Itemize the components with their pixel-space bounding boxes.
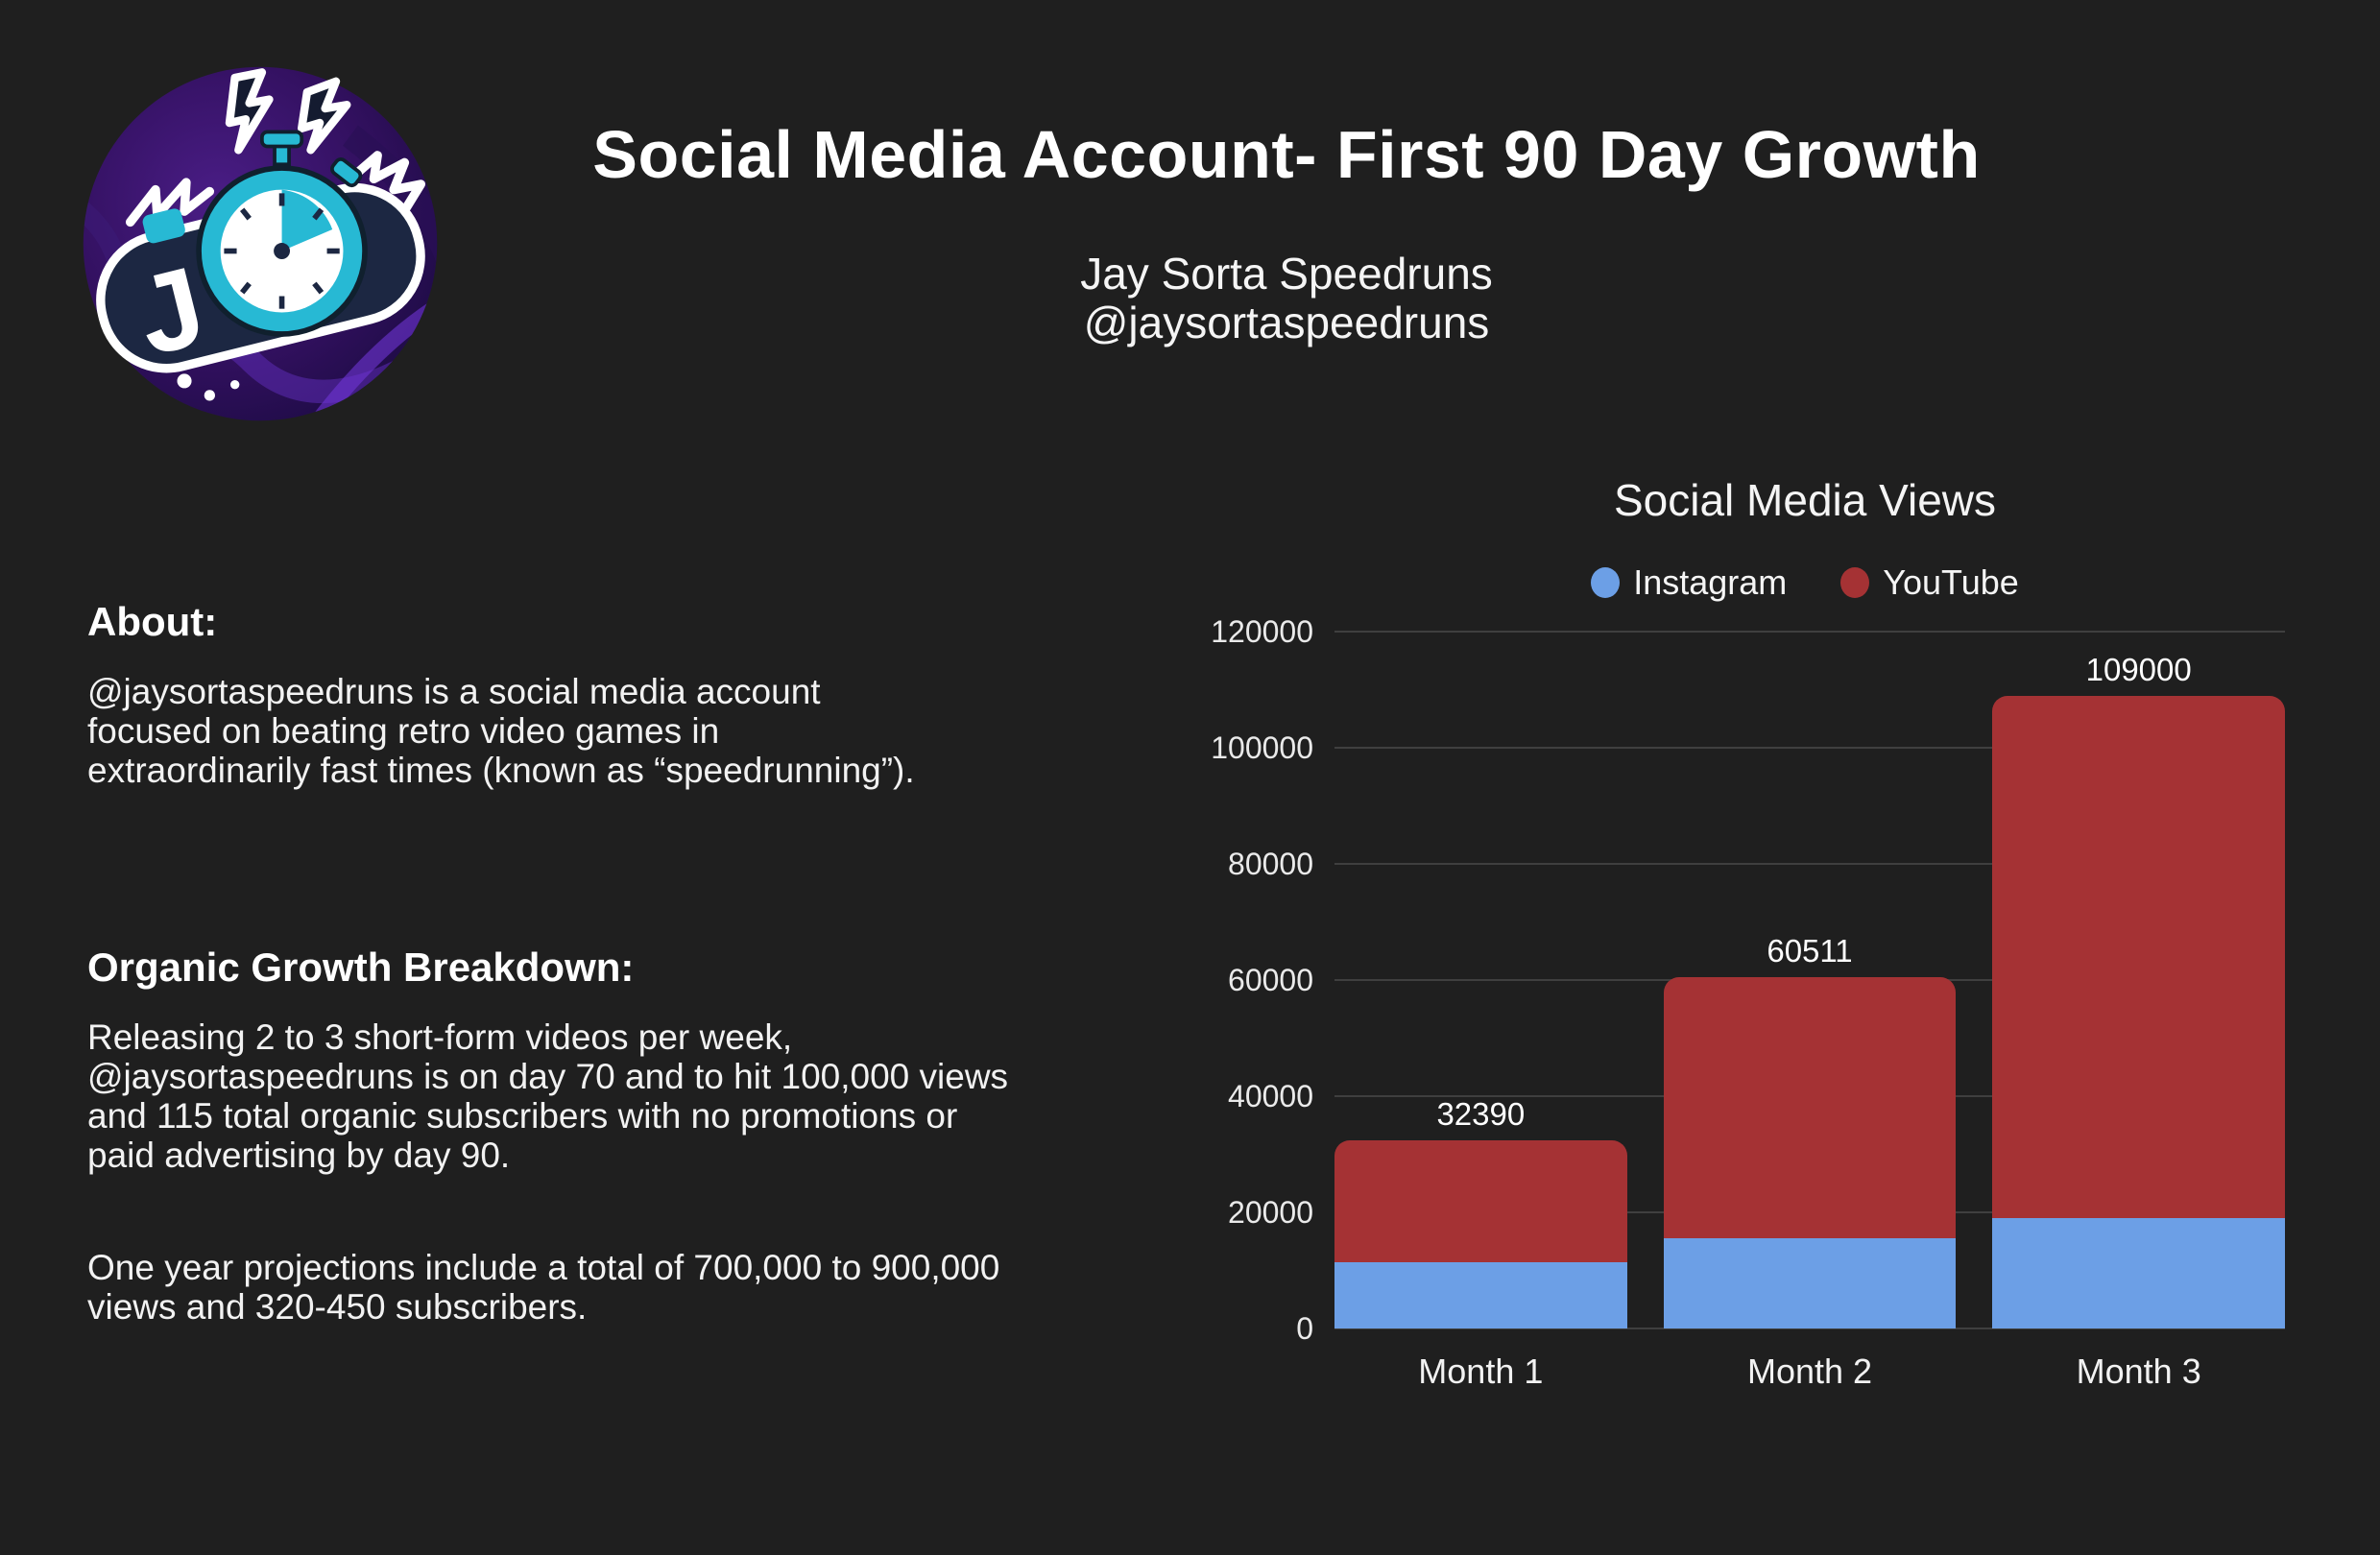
gridline: [1334, 1328, 2285, 1329]
growth-paragraph-1: Releasing 2 to 3 short-form videos per w…: [87, 1017, 1009, 1175]
bar-segment-instagram: [1992, 1218, 2286, 1328]
x-axis: Month 1 Month 2 Month 3: [1334, 1352, 2285, 1392]
stopwatch-icon: [196, 130, 368, 337]
y-axis: 120000 100000 80000 60000 40000 20000 0: [1094, 614, 1313, 1346]
account-logo: J: [83, 66, 438, 421]
bar-segment-youtube: [1334, 1140, 1627, 1263]
y-tick-label: 0: [1296, 1311, 1313, 1346]
bar-total-label: 32390: [1436, 1096, 1526, 1133]
x-tick-label: Month 2: [1746, 1352, 1873, 1391]
account-name: Jay Sorta Speedruns: [1080, 249, 1493, 299]
legend-item-youtube: YouTube: [1840, 562, 2019, 603]
y-tick-label: 80000: [1228, 847, 1313, 881]
gridline: [1334, 631, 2285, 633]
legend-item-instagram: Instagram: [1591, 562, 1787, 603]
growth-heading: Organic Growth Breakdown:: [87, 945, 635, 990]
legend-dot-instagram: [1591, 567, 1621, 598]
plot-area: 32390 60511 109000: [1334, 631, 2286, 1329]
page-title: Social Media Account- First 90 Day Growt…: [592, 117, 1981, 192]
y-tick-label: 100000: [1211, 730, 1313, 765]
y-tick-label: 60000: [1228, 963, 1313, 997]
y-tick-label: 40000: [1228, 1079, 1313, 1113]
chart-title: Social Media Views: [1613, 475, 1996, 525]
gridline: [1334, 863, 2285, 865]
logo-dots: [177, 373, 240, 401]
bar-segment-youtube: [1663, 976, 1957, 1239]
lightning-icon: [225, 68, 351, 155]
bar-segment-youtube: [1992, 695, 2286, 1219]
legend-label: Instagram: [1633, 562, 1788, 602]
bar-segment-instagram: [1663, 1238, 1957, 1328]
bar-month-3: 109000: [1992, 652, 2286, 1328]
bar-month-2: 60511: [1663, 933, 1957, 1328]
account-subtitle: Jay Sorta Speedruns @jaysortaspeedruns: [480, 250, 2093, 347]
bar-total-label: 109000: [2085, 651, 2192, 687]
growth-paragraph-2: One year projections include a total of …: [87, 1248, 1000, 1327]
account-handle: @jaysortaspeedruns: [1083, 298, 1490, 347]
bar-segment-instagram: [1334, 1262, 1627, 1328]
about-body: @jaysortaspeedruns is a social media acc…: [87, 672, 915, 790]
x-tick-label: Month 3: [2076, 1352, 2201, 1391]
bar-total-label: 60511: [1767, 932, 1853, 969]
legend-dot-youtube: [1840, 567, 1870, 598]
y-tick-label: 20000: [1228, 1195, 1313, 1230]
bar-month-1: 32390: [1334, 1096, 1627, 1328]
bars-row: 32390 60511 109000: [1334, 632, 2286, 1328]
x-tick-label: Month 1: [1418, 1352, 1544, 1391]
chart-legend: Instagram YouTube: [1330, 562, 2280, 603]
y-tick-label: 120000: [1211, 614, 1313, 649]
legend-label: YouTube: [1883, 562, 2019, 602]
about-heading: About:: [87, 599, 218, 644]
gridline: [1334, 747, 2285, 749]
